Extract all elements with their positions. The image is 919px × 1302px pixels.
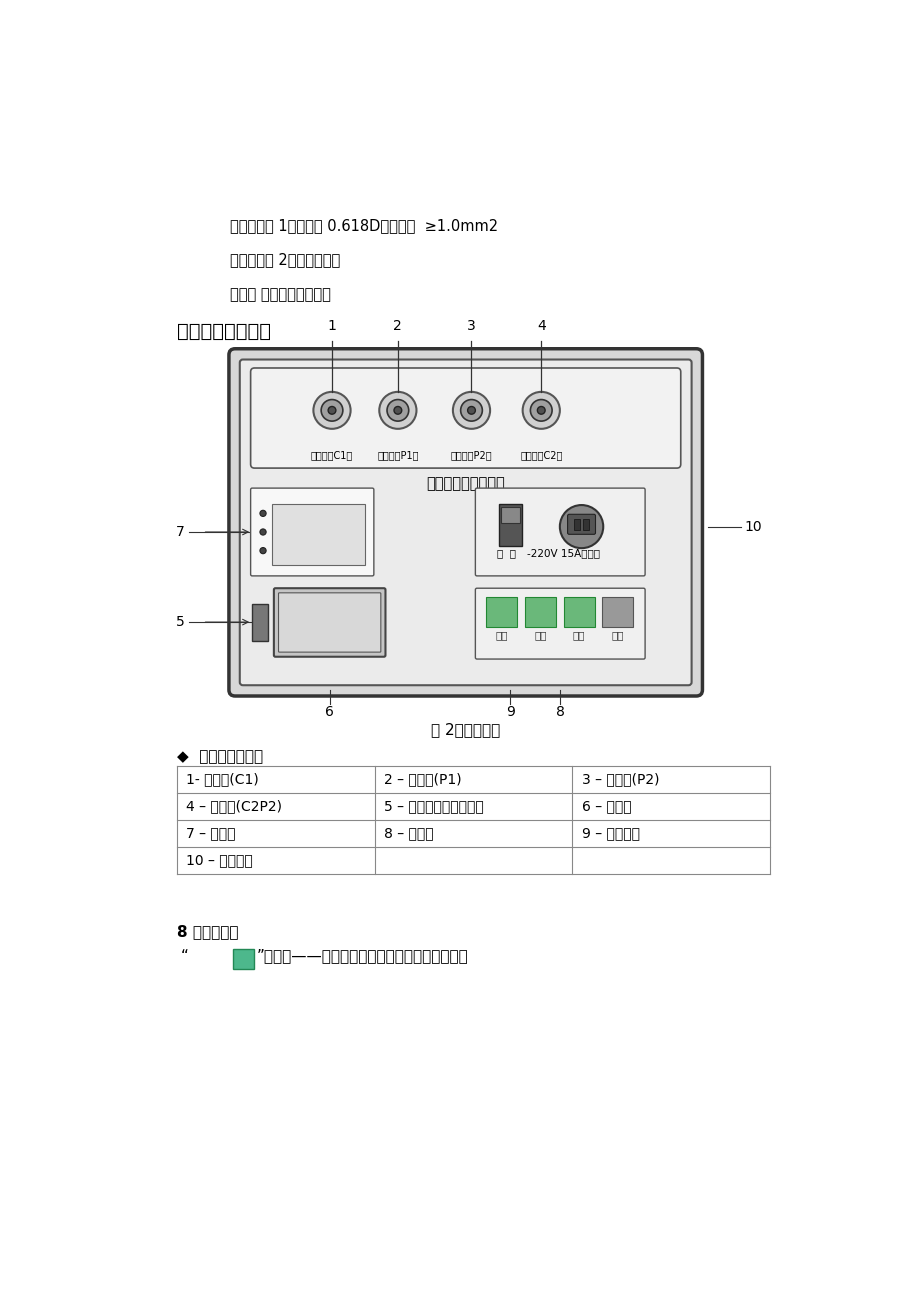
Text: 地网接地电阵测试仳: 地网接地电阵测试仳 xyxy=(425,475,505,491)
Circle shape xyxy=(260,510,266,517)
Bar xyxy=(602,598,633,626)
Text: 8 – 按键区: 8 – 按键区 xyxy=(383,827,433,841)
Bar xyxy=(252,604,267,641)
FancyBboxPatch shape xyxy=(274,589,385,656)
Circle shape xyxy=(393,406,402,414)
Bar xyxy=(233,949,255,969)
Text: 测量电压线 2：接被测地网: 测量电压线 2：接被测地网 xyxy=(230,253,340,267)
Text: 4: 4 xyxy=(537,319,545,333)
Text: 10: 10 xyxy=(743,519,761,534)
FancyBboxPatch shape xyxy=(250,368,680,469)
Text: 2 – 电压极(P1): 2 – 电压极(P1) xyxy=(383,772,461,786)
Circle shape xyxy=(387,400,408,421)
Text: 1: 1 xyxy=(327,319,336,333)
Text: 9: 9 xyxy=(505,706,514,719)
Text: 1- 电流极(C1): 1- 电流极(C1) xyxy=(186,772,259,786)
Text: 第五章：面板介绍: 第五章：面板介绍 xyxy=(176,322,271,341)
Text: 6: 6 xyxy=(325,706,334,719)
Text: 5 – 数据接口（调试用）: 5 – 数据接口（调试用） xyxy=(383,799,483,814)
FancyBboxPatch shape xyxy=(240,359,691,685)
Text: 开  关: 开 关 xyxy=(496,548,516,559)
Text: 接地网（C2）: 接地网（C2） xyxy=(519,450,562,461)
Circle shape xyxy=(313,392,350,428)
Text: ▲: ▲ xyxy=(239,952,248,965)
Bar xyxy=(486,598,516,626)
Text: 功能: 功能 xyxy=(573,630,584,639)
Text: 10 – 电源插座: 10 – 电源插座 xyxy=(186,853,253,867)
Circle shape xyxy=(467,406,475,414)
Text: 图 2面板示意图: 图 2面板示意图 xyxy=(431,723,500,737)
Bar xyxy=(563,598,594,626)
Text: O: O xyxy=(505,531,514,540)
FancyBboxPatch shape xyxy=(250,488,373,575)
Circle shape xyxy=(321,400,343,421)
FancyBboxPatch shape xyxy=(278,592,380,652)
Text: 3 – 电压极(P2): 3 – 电压极(P2) xyxy=(581,772,658,786)
Text: 电流极（C1）: 电流极（C1） xyxy=(311,450,353,461)
Bar xyxy=(573,519,579,530)
FancyBboxPatch shape xyxy=(475,589,644,659)
Text: ■: ■ xyxy=(611,605,623,618)
Text: 测量电压线 1：长度为 0.618D；线径：  ≥1.0mm2: 测量电压线 1：长度为 0.618D；线径： ≥1.0mm2 xyxy=(230,217,497,233)
Text: 9 – 电源开关: 9 – 电源开关 xyxy=(581,827,639,841)
Bar xyxy=(501,508,519,523)
Circle shape xyxy=(537,406,545,414)
Circle shape xyxy=(260,529,266,535)
Text: -220V 15A保险丝: -220V 15A保险丝 xyxy=(527,548,600,559)
Text: “: “ xyxy=(181,949,188,963)
Circle shape xyxy=(530,400,551,421)
Text: 电压板（P2）: 电压板（P2） xyxy=(450,450,492,461)
Circle shape xyxy=(452,392,490,428)
Text: 2: 2 xyxy=(393,319,402,333)
Text: 测量接 地线：接被测地网: 测量接 地线：接被测地网 xyxy=(230,288,330,302)
Text: 电压板（P1）: 电压板（P1） xyxy=(377,450,418,461)
Circle shape xyxy=(260,548,266,553)
FancyBboxPatch shape xyxy=(567,514,595,534)
Text: ▼: ▼ xyxy=(535,605,545,618)
Text: 7: 7 xyxy=(176,525,185,539)
Circle shape xyxy=(328,406,335,414)
Text: 确定: 确定 xyxy=(611,630,624,639)
Bar xyxy=(272,504,364,565)
Circle shape xyxy=(560,505,603,548)
Bar xyxy=(583,519,589,530)
FancyBboxPatch shape xyxy=(475,488,644,575)
Text: 8 、按键区：: 8 、按键区： xyxy=(176,924,238,939)
Text: 3: 3 xyxy=(467,319,475,333)
FancyBboxPatch shape xyxy=(229,349,702,697)
Text: ▶: ▶ xyxy=(573,605,584,618)
Circle shape xyxy=(460,400,482,421)
Bar xyxy=(498,504,521,546)
Text: 8: 8 xyxy=(555,706,564,719)
Text: 减小: 减小 xyxy=(534,630,546,639)
Text: ▲: ▲ xyxy=(496,605,506,618)
Text: 5: 5 xyxy=(176,615,185,629)
Text: 增大: 增大 xyxy=(495,630,507,639)
Text: ◆  面板功能介绍：: ◆ 面板功能介绍： xyxy=(176,749,263,764)
Bar xyxy=(525,598,555,626)
Text: 4 – 接地网(C2P2): 4 – 接地网(C2P2) xyxy=(186,799,282,814)
Text: 6 – 显示器: 6 – 显示器 xyxy=(581,799,630,814)
Text: 7 – 打印机: 7 – 打印机 xyxy=(186,827,235,841)
Text: ”增大键——修改菜单内容，采用循环滚动方式。: ”增大键——修改菜单内容，采用循环滚动方式。 xyxy=(256,949,468,963)
Circle shape xyxy=(522,392,560,428)
Circle shape xyxy=(379,392,416,428)
